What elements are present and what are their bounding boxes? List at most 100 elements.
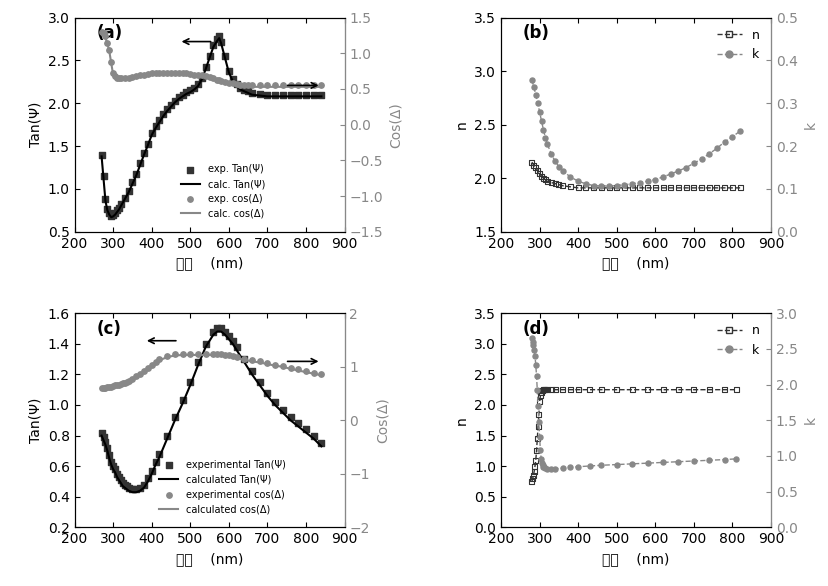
Point [640, 183, 653, 193]
Point [103, 208, 116, 217]
Point [245, 88, 258, 98]
Point [299, 90, 312, 100]
Point [582, 461, 595, 471]
Point [570, 385, 584, 394]
Point [525, 333, 538, 343]
Point [528, 455, 542, 465]
Point [733, 183, 746, 193]
Y-axis label: Tan(Ψ): Tan(Ψ) [28, 102, 42, 147]
Point [617, 183, 630, 193]
Point [176, 90, 189, 100]
Point [656, 385, 669, 394]
Point [261, 388, 274, 397]
Point [152, 449, 166, 459]
Point [238, 85, 251, 94]
Point [535, 386, 548, 396]
Y-axis label: Tan(Ψ): Tan(Ψ) [28, 398, 42, 443]
Point [176, 349, 189, 359]
Point [534, 388, 547, 397]
Point [291, 90, 305, 100]
Point [245, 81, 258, 90]
Point [702, 183, 715, 193]
Point [118, 378, 131, 387]
Point [222, 78, 235, 87]
Point [609, 460, 623, 469]
Point [315, 370, 328, 379]
Point [126, 178, 139, 187]
Point [540, 464, 553, 473]
Point [640, 176, 653, 186]
Point [110, 73, 123, 82]
Point [536, 386, 549, 395]
Point [261, 90, 274, 100]
Point [609, 385, 623, 394]
Point [686, 385, 700, 394]
Point [149, 457, 162, 466]
Point [114, 379, 128, 389]
Point [556, 166, 569, 176]
Point [530, 434, 543, 444]
Point [533, 391, 546, 400]
Point [156, 110, 170, 119]
Point [671, 166, 684, 176]
Point [594, 183, 607, 193]
Point [528, 360, 542, 369]
Point [149, 122, 162, 131]
Point [103, 45, 116, 54]
Point [129, 485, 142, 494]
Point [531, 401, 544, 411]
Point [97, 383, 110, 393]
Point [538, 175, 551, 184]
Point [532, 107, 546, 117]
Point [663, 183, 676, 193]
Point [306, 90, 320, 100]
Point [108, 208, 122, 217]
Point [702, 149, 715, 158]
Point [176, 69, 189, 78]
Point [570, 183, 584, 193]
Point [283, 413, 296, 422]
Point [199, 339, 212, 349]
Point [582, 385, 595, 394]
Point [164, 100, 177, 110]
Point [538, 133, 551, 142]
Point [184, 69, 197, 79]
Point [527, 161, 540, 170]
Point [729, 385, 742, 394]
Point [533, 445, 546, 455]
Point [137, 480, 151, 489]
Point [195, 73, 208, 82]
Point [152, 115, 166, 125]
Point [594, 385, 607, 394]
Point [107, 462, 120, 471]
Point [104, 457, 118, 466]
Point [594, 461, 607, 470]
Point [663, 169, 676, 179]
Point [95, 150, 108, 159]
X-axis label: 波长    (nm): 波长 (nm) [602, 552, 669, 566]
Point [101, 204, 114, 213]
Point [537, 385, 551, 394]
Point [168, 96, 181, 105]
Point [548, 156, 561, 166]
Point [579, 183, 592, 193]
Point [528, 163, 542, 172]
Point [253, 357, 266, 366]
Point [633, 183, 646, 193]
Point [686, 456, 700, 466]
Point [191, 349, 205, 359]
Point [133, 159, 147, 168]
Point [556, 181, 569, 190]
Point [540, 139, 553, 149]
Point [548, 385, 561, 394]
Point [531, 98, 544, 108]
Point [112, 472, 125, 482]
Point [141, 69, 154, 79]
Point [544, 149, 557, 158]
Point [717, 183, 730, 193]
Point [291, 364, 305, 374]
Point [625, 183, 638, 193]
Point [686, 183, 700, 193]
Point [112, 380, 125, 390]
Point [261, 358, 274, 367]
